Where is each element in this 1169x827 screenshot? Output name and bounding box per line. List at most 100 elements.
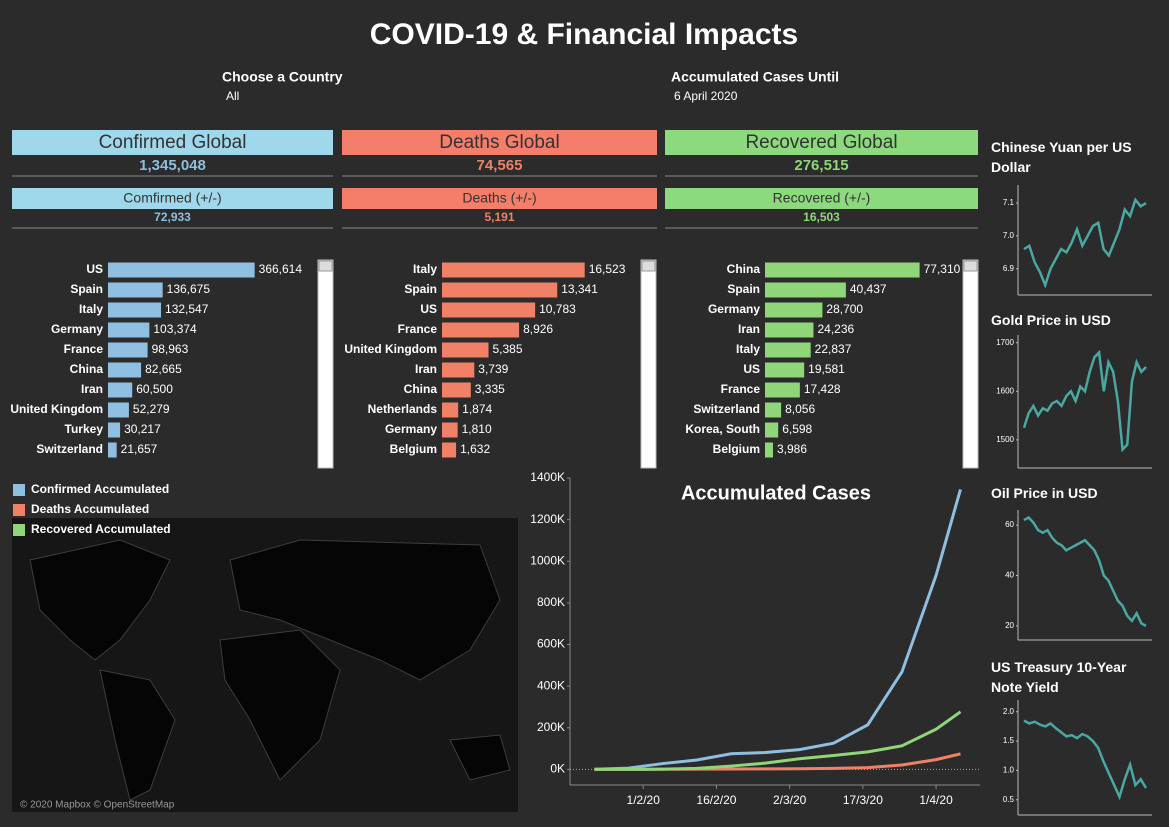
bar-label: China: [727, 262, 761, 276]
bar-label: Germany: [51, 322, 103, 336]
value-label: 16,523: [589, 262, 626, 276]
bar-label: US: [743, 362, 760, 376]
bar: [442, 302, 536, 318]
bar-label: France: [398, 322, 438, 336]
y-tick-label: 1000K: [530, 553, 565, 567]
value-label: 1,874: [462, 402, 492, 416]
value-label: 3,739: [478, 362, 508, 376]
value-label: 30,217: [124, 422, 161, 436]
bar-label: Belgium: [713, 442, 760, 456]
y-tick-label: 600K: [537, 637, 565, 651]
bar: [765, 282, 846, 298]
scrollbar[interactable]: [962, 259, 979, 469]
x-tick-label: 1/4/20: [919, 793, 953, 807]
bar: [765, 422, 779, 438]
x-tick-label: 16/2/20: [696, 793, 736, 807]
filter-label: Accumulated Cases Until: [671, 69, 839, 85]
bar: [442, 282, 558, 298]
kpi-delta-title: Deaths (+/-): [462, 190, 536, 206]
value-label: 8,926: [523, 322, 553, 336]
bar: [108, 262, 255, 278]
value-label: 103,374: [153, 322, 197, 336]
y-tick-label: 60: [1005, 520, 1014, 529]
bar-label: Italy: [736, 342, 760, 356]
bar-label: US: [86, 262, 103, 276]
legend-swatch: [13, 504, 25, 516]
scroll-thumb: [641, 260, 656, 272]
kpi-delta-header: [342, 188, 657, 209]
kpi-value: 1,345,048: [139, 157, 206, 174]
bar-label: China: [70, 362, 104, 376]
bar: [108, 362, 142, 378]
bar-label: Spain: [404, 282, 437, 296]
y-tick-label: 0.5: [1003, 795, 1015, 804]
spark-title: Chinese Yuan per US Dollar: [991, 139, 1132, 175]
value-label: 10,783: [539, 302, 576, 316]
bar: [442, 342, 489, 358]
bar: [442, 382, 471, 398]
value-label: 5,385: [493, 342, 523, 356]
bar: [442, 362, 475, 378]
spark-line: [1022, 349, 1147, 453]
filter-value[interactable]: All: [226, 89, 239, 103]
spark-title: Oil Price in USD: [991, 485, 1098, 501]
bar-label: France: [721, 382, 761, 396]
value-label: 28,700: [826, 302, 863, 316]
bar-label: Italy: [413, 262, 437, 276]
bar: [442, 262, 585, 278]
y-tick-label: 1.5: [1003, 736, 1015, 745]
bar-label: Switzerland: [36, 442, 103, 456]
bar: [765, 302, 823, 318]
legend-label[interactable]: Recovered Accumulated: [31, 522, 171, 536]
bar-label: China: [404, 382, 438, 396]
bar-label: US: [420, 302, 437, 316]
map-attribution: © 2020 Mapbox © OpenStreetMap: [20, 800, 175, 811]
value-label: 21,657: [121, 442, 158, 456]
x-tick-label: 17/3/20: [843, 793, 883, 807]
bar: [108, 342, 148, 358]
value-label: 52,279: [133, 402, 170, 416]
value-label: 60,500: [136, 382, 173, 396]
value-label: 1,632: [460, 442, 490, 456]
spark-title: Gold Price in USD: [991, 312, 1111, 328]
bar: [108, 302, 162, 318]
y-tick-label: 400K: [537, 678, 565, 692]
y-tick-label: 1400K: [530, 470, 565, 484]
value-label: 3,335: [475, 382, 505, 396]
bar-label: Netherlands: [368, 402, 438, 416]
page-title: COVID-19 & Financial Impacts: [370, 18, 798, 51]
legend-label[interactable]: Confirmed Accumulated: [31, 482, 169, 496]
bar-label: Belgium: [390, 442, 437, 456]
bar: [765, 402, 782, 418]
x-tick-label: 2/3/20: [773, 793, 807, 807]
bar-label: Iran: [81, 382, 103, 396]
y-tick-label: 40: [1005, 571, 1014, 580]
value-label: 13,341: [561, 282, 598, 296]
bar-label: Korea, South: [685, 422, 760, 436]
filter-label: Choose a Country: [222, 69, 343, 85]
bar-label: Iran: [415, 362, 437, 376]
scroll-thumb: [318, 260, 333, 272]
bar-label: United Kingdom: [10, 402, 103, 416]
filter-value[interactable]: 6 April 2020: [674, 89, 738, 103]
value-label: 82,665: [145, 362, 182, 376]
value-label: 132,547: [165, 302, 209, 316]
bar-label: Turkey: [65, 422, 104, 436]
scrollbar[interactable]: [317, 259, 334, 469]
bar: [765, 382, 800, 398]
chart-title: Accumulated Cases: [681, 482, 871, 504]
value-label: 366,614: [259, 262, 303, 276]
bar: [108, 422, 121, 438]
bar: [442, 402, 459, 418]
bar: [765, 442, 773, 458]
scrollbar[interactable]: [640, 259, 657, 469]
bar: [108, 322, 150, 338]
bar-label: Spain: [70, 282, 103, 296]
value-label: 22,837: [815, 342, 852, 356]
value-label: 1,810: [462, 422, 492, 436]
y-tick-label: 7.0: [1003, 231, 1015, 240]
bar: [765, 262, 920, 278]
legend-label[interactable]: Deaths Accumulated: [31, 502, 149, 516]
kpi-header: [665, 130, 978, 155]
